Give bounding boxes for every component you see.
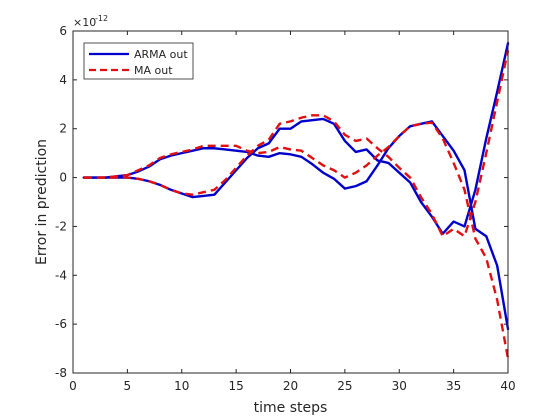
y-tick-label: 2: [59, 122, 67, 136]
y-tick-label: -4: [55, 268, 67, 282]
x-axis: 0 5 10 15 20 25 30 35 40: [69, 31, 516, 393]
x-tick-label: 10: [174, 379, 189, 393]
y-axis-multiplier: ×10: [73, 16, 96, 29]
x-tick-label: 35: [446, 379, 461, 393]
x-tick-label: 15: [228, 379, 243, 393]
y-axis-label: Error in prediction: [34, 139, 50, 265]
y-tick-label: -2: [55, 219, 67, 233]
y-axis-exponent: -12: [95, 14, 108, 23]
legend-label-ma: MA out: [134, 64, 173, 77]
x-tick-label: 0: [69, 379, 77, 393]
plot-background: [73, 31, 508, 373]
legend: ARMA out MA out: [83, 42, 194, 80]
x-tick-label: 20: [283, 379, 298, 393]
y-tick-label: 4: [59, 73, 67, 87]
legend-box: [83, 42, 194, 80]
x-tick-label: 30: [392, 379, 407, 393]
y-tick-label: 0: [59, 171, 67, 185]
series-layer: [82, 42, 510, 359]
series-line-ma-2: [83, 50, 510, 238]
x-tick-label: 5: [124, 379, 132, 393]
legend-label-arma: ARMA out: [134, 48, 188, 61]
y-tick-label: 6: [59, 24, 67, 38]
y-axis: -8 -6 -4 -2 0 2 4 6: [55, 24, 508, 380]
x-axis-label: time steps: [254, 400, 328, 416]
x-tick-label: 25: [337, 379, 352, 393]
y-tick-label: -6: [55, 317, 67, 331]
x-tick-label: 40: [500, 379, 515, 393]
series-line-ma-1: [83, 121, 510, 359]
y-tick-label: -8: [55, 366, 67, 380]
